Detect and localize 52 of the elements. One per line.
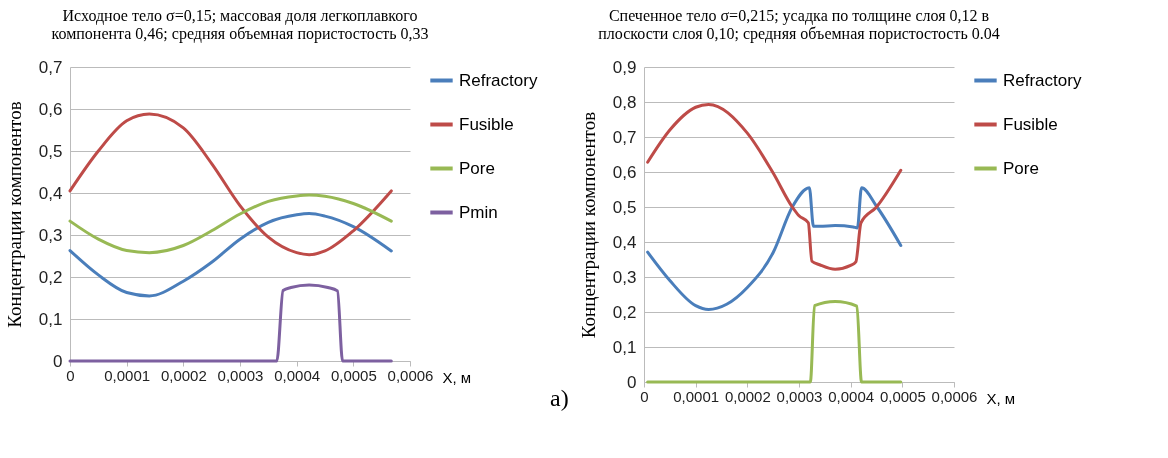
y-tick-label: 0,4: [38, 183, 63, 203]
chart-title: Спеченное тело σ=0,215; усадка по толщине слоя 0,12 в плоскости слоя 0,10; средняя объемная пористостость 0.04: [598, 7, 1000, 43]
line-series: [68, 112, 393, 257]
x-tick-label: 0,0005: [879, 387, 926, 405]
legend-label: Refractory: [459, 70, 538, 90]
x-axis-title: X, м: [442, 368, 472, 386]
x-tick-label: 0,0002: [724, 387, 771, 405]
line-series: [646, 300, 903, 384]
y-tick-label: 0,9: [612, 57, 637, 77]
line-series: [646, 186, 903, 312]
y-tick-label: 0,1: [38, 309, 63, 329]
y-tick-label: 0,5: [38, 141, 63, 161]
y-axis-title: Концентрации компонентов: [3, 101, 25, 328]
legend-label: Fusible: [459, 114, 514, 134]
y-tick-label: 0,4: [612, 232, 637, 252]
x-tick-label: 0,0004: [828, 387, 875, 405]
y-tick-label: 0,6: [612, 162, 637, 182]
x-tick-label: 0,0004: [274, 366, 321, 384]
y-tick-label: 0,6: [38, 99, 63, 119]
y-tick-label: 0,8: [612, 92, 637, 112]
legend-label: Pmin: [459, 202, 498, 222]
x-tick-label: 0,0006: [387, 366, 434, 384]
y-tick-label: 0: [53, 351, 63, 371]
y-tick-label: 0,7: [612, 127, 637, 147]
y-tick-label: 0,2: [612, 302, 637, 322]
x-tick-label: 0: [640, 387, 649, 405]
chart-title: Исходное тело σ=0,15; массовая доля легкоплавкого компонента 0,46; средняя объемная пористостость 0,33: [51, 7, 429, 43]
x-tick-label: 0,0005: [330, 366, 377, 384]
x-tick-label: 0,0001: [104, 366, 151, 384]
legend-label: Fusible: [1003, 114, 1058, 134]
x-tick-label: 0,0002: [160, 366, 207, 384]
legend-label: Pore: [459, 158, 495, 178]
y-tick-label: 0,5: [612, 197, 637, 217]
line-series: [68, 212, 393, 298]
legend-label: Pore: [1003, 158, 1039, 178]
y-tick-label: 0,2: [38, 267, 63, 287]
x-tick-label: 0,0001: [673, 387, 720, 405]
text: а): [550, 385, 569, 411]
x-tick-label: 0,0006: [931, 387, 978, 405]
line-series: [68, 283, 393, 363]
x-tick-label: 0,0003: [776, 387, 823, 405]
y-tick-label: 0,3: [612, 267, 637, 287]
y-tick-label: 0,7: [38, 57, 63, 77]
x-axis-title: X, м: [986, 389, 1016, 407]
y-tick-label: 0,1: [612, 337, 637, 357]
y-tick-label: 0,3: [38, 225, 63, 245]
legend-label: Refractory: [1003, 70, 1082, 90]
x-tick-label: 0: [66, 366, 75, 384]
y-axis-title: Концентрации компонентов: [577, 111, 599, 339]
x-tick-label: 0,0003: [217, 366, 264, 384]
line-series: [68, 193, 393, 255]
line-series: [646, 102, 903, 271]
